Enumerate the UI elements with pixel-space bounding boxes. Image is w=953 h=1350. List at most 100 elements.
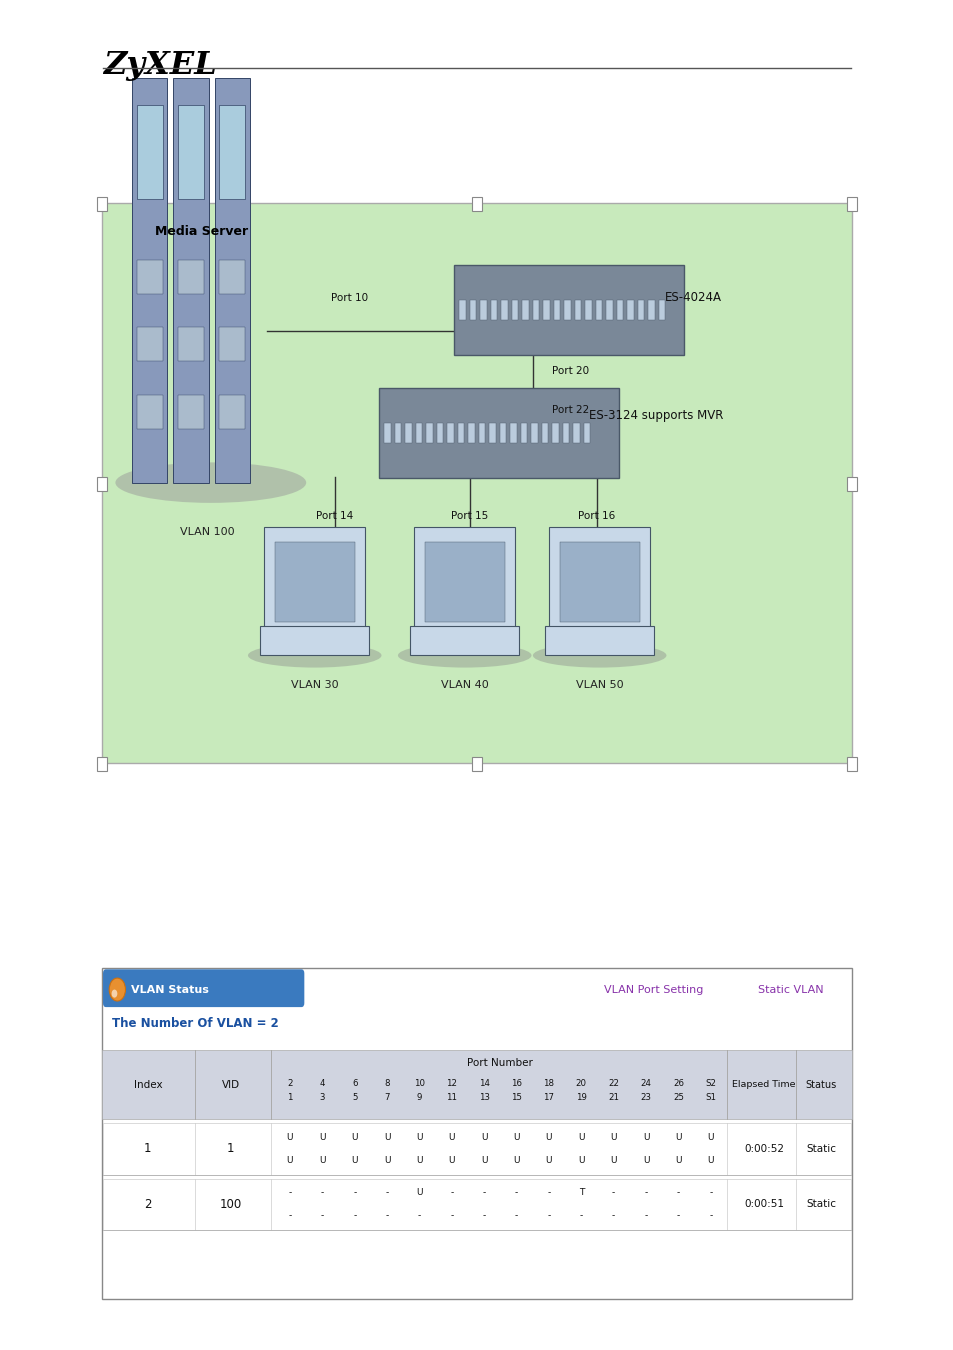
Bar [472, 197, 481, 211]
Bar [499, 423, 506, 443]
FancyBboxPatch shape [414, 528, 515, 637]
Text: -: - [579, 1211, 582, 1220]
Bar [384, 423, 391, 443]
Bar [562, 423, 569, 443]
Text: 26: 26 [672, 1079, 683, 1088]
Text: U: U [707, 1156, 713, 1165]
Text: -: - [676, 1211, 679, 1220]
Bar [468, 423, 475, 443]
Text: 2: 2 [287, 1079, 293, 1088]
Ellipse shape [397, 644, 531, 668]
Text: Port 15: Port 15 [451, 512, 488, 521]
FancyBboxPatch shape [260, 626, 369, 656]
Text: U: U [642, 1133, 649, 1142]
Bar [541, 423, 548, 443]
Text: VLAN 100: VLAN 100 [179, 528, 234, 537]
Bar [573, 423, 579, 443]
Text: -: - [288, 1188, 292, 1197]
Bar [447, 423, 454, 443]
Bar [136, 394, 162, 429]
Text: U: U [513, 1156, 519, 1165]
Text: 9: 9 [416, 1094, 421, 1103]
Text: U: U [351, 1133, 357, 1142]
Text: U: U [383, 1133, 390, 1142]
Bar [274, 541, 355, 622]
Bar [584, 300, 591, 320]
Text: S1: S1 [704, 1094, 716, 1103]
Text: -: - [417, 1211, 420, 1220]
Text: U: U [675, 1156, 681, 1165]
Text: 10: 10 [414, 1079, 424, 1088]
Bar [521, 300, 528, 320]
Circle shape [109, 977, 125, 1002]
Bar [478, 423, 485, 443]
FancyBboxPatch shape [453, 265, 683, 355]
Text: U: U [448, 1133, 455, 1142]
Bar [583, 423, 590, 443]
Text: 23: 23 [639, 1094, 651, 1103]
Text: Elapsed Time: Elapsed Time [732, 1080, 795, 1089]
Text: The Number Of VLAN = 2: The Number Of VLAN = 2 [112, 1017, 278, 1030]
Text: 1: 1 [227, 1142, 234, 1156]
Bar [542, 300, 549, 320]
Text: Port 14: Port 14 [315, 512, 353, 521]
Text: Port 22: Port 22 [552, 405, 589, 414]
Bar [178, 105, 204, 200]
Bar [103, 1123, 850, 1174]
Text: -: - [353, 1211, 356, 1220]
Text: -: - [676, 1188, 679, 1197]
Text: -: - [450, 1211, 453, 1220]
Text: -: - [708, 1211, 712, 1220]
Bar [531, 423, 537, 443]
Text: 16: 16 [511, 1079, 521, 1088]
Bar [647, 300, 654, 320]
Bar [458, 300, 465, 320]
Text: 0:00:51: 0:00:51 [743, 1199, 783, 1210]
Text: U: U [448, 1156, 455, 1165]
Bar [552, 423, 558, 443]
Text: Port 10: Port 10 [331, 293, 368, 302]
Text: U: U [513, 1133, 519, 1142]
Text: -: - [547, 1188, 550, 1197]
FancyBboxPatch shape [410, 626, 518, 656]
Text: U: U [480, 1156, 487, 1165]
Bar [490, 300, 497, 320]
Text: VLAN Port Setting: VLAN Port Setting [603, 984, 702, 995]
Text: 3: 3 [319, 1094, 325, 1103]
Text: -: - [547, 1211, 550, 1220]
Text: Port 16: Port 16 [578, 512, 615, 521]
Bar [219, 105, 245, 200]
Bar [469, 300, 476, 320]
Bar [559, 541, 639, 622]
Text: ES-4024A: ES-4024A [663, 292, 720, 304]
Ellipse shape [533, 644, 666, 668]
Text: 6: 6 [352, 1079, 357, 1088]
FancyBboxPatch shape [378, 387, 618, 478]
Bar [846, 478, 856, 491]
Text: -: - [482, 1188, 485, 1197]
Text: U: U [416, 1156, 422, 1165]
Bar [178, 259, 204, 294]
FancyBboxPatch shape [264, 528, 365, 637]
Text: U: U [318, 1156, 325, 1165]
Text: U: U [707, 1133, 713, 1142]
Text: U: U [318, 1133, 325, 1142]
Text: 24: 24 [639, 1079, 651, 1088]
Text: VLAN 40: VLAN 40 [440, 680, 488, 690]
Bar [102, 202, 851, 763]
Bar [605, 300, 612, 320]
Text: 18: 18 [543, 1079, 554, 1088]
Text: 15: 15 [511, 1094, 521, 1103]
Bar [416, 423, 422, 443]
Bar [472, 757, 481, 771]
Text: U: U [545, 1156, 552, 1165]
Text: S2: S2 [704, 1079, 716, 1088]
Text: U: U [416, 1133, 422, 1142]
Bar [436, 423, 443, 443]
Text: VID: VID [222, 1080, 239, 1089]
Bar [178, 394, 204, 429]
Bar [103, 1179, 850, 1230]
Bar [219, 328, 245, 362]
Bar [457, 423, 464, 443]
Text: 2: 2 [144, 1197, 152, 1211]
